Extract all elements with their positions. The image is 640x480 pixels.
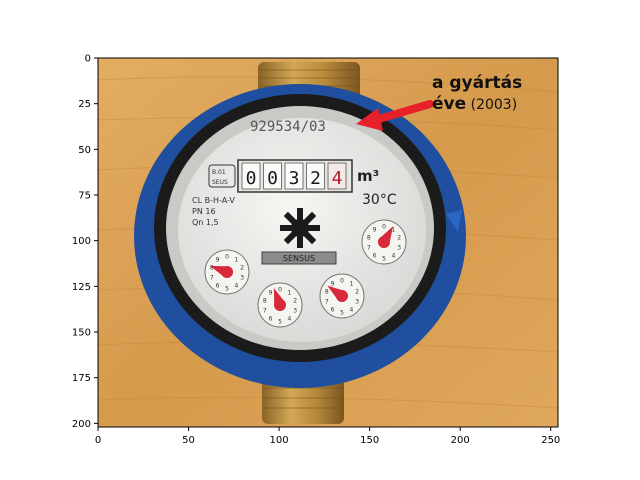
annotation-line-2-bold: éve	[432, 94, 466, 114]
badge-line-1: B.01	[212, 169, 226, 176]
dial-number: 6	[269, 315, 273, 322]
badge-line-2: SEUS	[212, 179, 228, 186]
brand-text: SENSUS	[283, 254, 315, 263]
annotation-line-2-year: (2003)	[466, 97, 517, 113]
dial-hub	[274, 299, 286, 311]
dial-number: 0	[278, 287, 282, 294]
dial-number: 0	[225, 254, 229, 261]
dial-number: 3	[355, 298, 359, 305]
spec-line-flow: Qn 1,5	[192, 218, 219, 227]
x-tick-label: 100	[270, 435, 289, 446]
dial-number: 9	[269, 290, 273, 297]
dial-number: 4	[349, 306, 353, 313]
dial-number: 1	[391, 227, 395, 234]
y-tick-label: 75	[78, 191, 91, 202]
approval-badge: B.01 SEUS	[208, 164, 236, 188]
axes-frame	[97, 57, 559, 428]
dial-number: 8	[367, 235, 371, 242]
dial-number: 3	[397, 244, 401, 251]
dial-number: 3	[240, 274, 244, 281]
dial-number: 8	[210, 265, 214, 272]
dial-number: 6	[216, 282, 220, 289]
annotation-line-1: a gyártás	[432, 73, 522, 93]
dial-number: 1	[234, 257, 238, 264]
counter-cell	[241, 162, 261, 190]
dial-number: 9	[373, 227, 377, 234]
y-tick-label: 125	[72, 282, 91, 293]
bezel-tab	[446, 210, 462, 232]
counter-cell	[327, 162, 347, 190]
x-axis: 0 50 100 150 200 250	[95, 427, 560, 446]
dial-number: 9	[216, 257, 220, 264]
dial-number: 8	[325, 289, 329, 296]
x-tick-label: 250	[541, 435, 560, 446]
y-tick-label: 200	[72, 419, 91, 430]
x-tick-label: 150	[360, 435, 379, 446]
y-tick-label: 0	[85, 54, 91, 65]
dial-number: 6	[373, 252, 377, 259]
annotation-line-2: éve (2003)	[432, 94, 517, 114]
dial-number: 4	[391, 252, 395, 259]
y-tick-label: 100	[72, 236, 91, 247]
dial-hub	[378, 236, 390, 248]
y-axis: 0 25 50 75 100 125 150 175 200	[72, 54, 98, 430]
y-tick-label: 150	[72, 328, 91, 339]
dial-number: 5	[382, 256, 386, 263]
unit-label: m³	[357, 167, 379, 185]
dial-number: 1	[349, 281, 353, 288]
dial-number: 7	[263, 307, 267, 314]
counter-digit: 4	[332, 168, 343, 189]
dial-number: 9	[331, 281, 335, 288]
counter-digit: 0	[267, 168, 278, 189]
dial-number: 8	[263, 298, 267, 305]
serial-number: 929534/03	[250, 119, 326, 135]
dial-number: 0	[340, 278, 344, 285]
dial-number: 4	[287, 315, 291, 322]
counter-cell	[263, 162, 282, 190]
dial-number: 3	[293, 307, 297, 314]
temperature-label: 30°C	[362, 192, 397, 208]
counter-cell	[284, 162, 304, 190]
counter-digit: 0	[246, 168, 257, 189]
star-wheel	[280, 208, 320, 248]
counter-cell	[306, 162, 325, 190]
counter-digit: 3	[289, 168, 300, 189]
counter-digit: 2	[310, 168, 321, 189]
spec-line-class: CL B-H-A-V	[192, 196, 235, 205]
dial-number: 2	[293, 298, 297, 305]
dial-number: 2	[397, 235, 401, 242]
dial-number: 7	[325, 298, 329, 305]
y-tick-label: 175	[72, 373, 91, 384]
dial-number: 2	[240, 265, 244, 272]
spec-line-pressure: PN 16	[192, 207, 216, 216]
dial-number: 1	[287, 290, 291, 297]
dial-number: 5	[278, 319, 282, 326]
dial-number: 7	[367, 244, 371, 251]
dial-number: 5	[340, 310, 344, 317]
y-tick-label: 50	[78, 145, 91, 156]
x-tick-label: 50	[182, 435, 195, 446]
brand-plate: SENSUS	[261, 251, 337, 265]
dial-number: 5	[225, 286, 229, 293]
x-tick-label: 200	[451, 435, 470, 446]
dial-number: 2	[355, 289, 359, 296]
dial-number: 6	[331, 306, 335, 313]
dial-hub	[221, 266, 233, 278]
dial-hub	[336, 290, 348, 302]
dial-number: 0	[382, 224, 386, 231]
y-tick-label: 25	[78, 99, 91, 110]
dial-number: 4	[234, 282, 238, 289]
annotation-arrow	[356, 100, 434, 131]
dial-number: 7	[210, 274, 214, 281]
x-tick-label: 0	[95, 435, 101, 446]
